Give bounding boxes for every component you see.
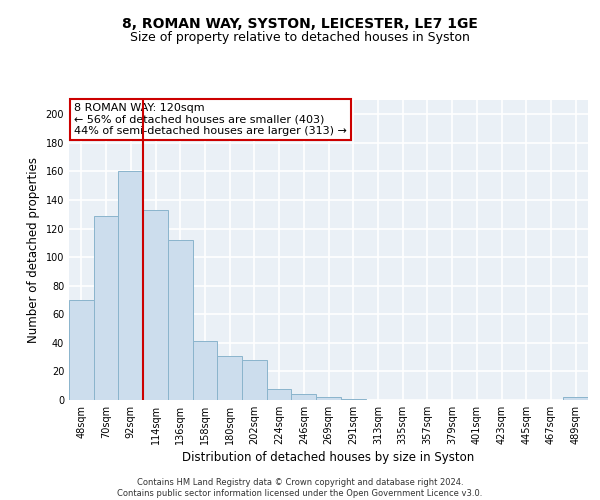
Text: 8, ROMAN WAY, SYSTON, LEICESTER, LE7 1GE: 8, ROMAN WAY, SYSTON, LEICESTER, LE7 1GE xyxy=(122,18,478,32)
Bar xyxy=(563,397,588,400)
Bar xyxy=(242,360,267,400)
Bar xyxy=(193,342,217,400)
Bar xyxy=(168,240,193,400)
Bar xyxy=(94,216,118,400)
Y-axis label: Number of detached properties: Number of detached properties xyxy=(27,157,40,343)
Text: 8 ROMAN WAY: 120sqm
← 56% of detached houses are smaller (403)
44% of semi-detac: 8 ROMAN WAY: 120sqm ← 56% of detached ho… xyxy=(74,103,347,136)
Text: Size of property relative to detached houses in Syston: Size of property relative to detached ho… xyxy=(130,31,470,44)
Bar xyxy=(292,394,316,400)
Bar xyxy=(143,210,168,400)
Bar xyxy=(118,172,143,400)
Bar xyxy=(316,397,341,400)
Bar xyxy=(341,398,365,400)
Bar xyxy=(217,356,242,400)
Bar xyxy=(267,388,292,400)
Text: Contains HM Land Registry data © Crown copyright and database right 2024.
Contai: Contains HM Land Registry data © Crown c… xyxy=(118,478,482,498)
Bar xyxy=(69,300,94,400)
X-axis label: Distribution of detached houses by size in Syston: Distribution of detached houses by size … xyxy=(182,451,475,464)
